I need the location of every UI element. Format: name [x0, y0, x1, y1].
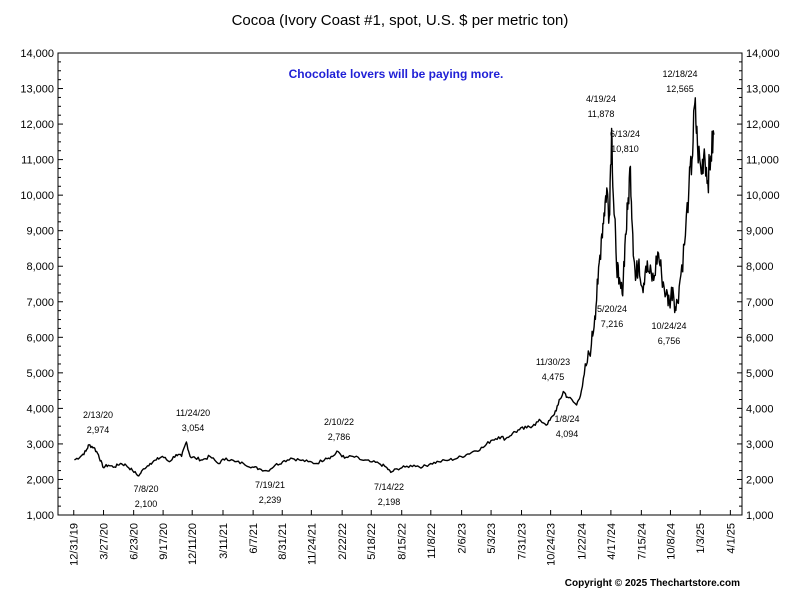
annotation-date: 5/20/24 — [597, 304, 627, 314]
y-tick-label-left: 3,000 — [26, 439, 54, 451]
annotation-value: 7,216 — [601, 319, 624, 329]
annotation-value: 2,786 — [328, 432, 351, 442]
y-tick-label-right: 11,000 — [746, 155, 779, 167]
annotation-value: 2,239 — [259, 495, 282, 505]
x-tick-label: 5/3/23 — [486, 523, 498, 554]
annotation-date: 1/8/24 — [554, 414, 579, 424]
x-tick-label: 8/31/21 — [277, 523, 289, 560]
x-tick-label: 7/15/24 — [636, 523, 648, 560]
annotation-date: 2/13/20 — [83, 410, 113, 420]
annotation-date: 2/10/22 — [324, 417, 354, 427]
price-line — [74, 97, 715, 477]
annotation-date: 7/19/21 — [255, 480, 285, 490]
y-tick-label-right: 12,000 — [746, 119, 780, 131]
x-tick-label: 4/1/25 — [725, 523, 737, 554]
x-tick-label: 6/23/20 — [129, 523, 141, 560]
x-tick-label: 3/27/20 — [99, 523, 111, 560]
annotation-date: 10/24/24 — [651, 321, 686, 331]
chart-title: Cocoa (Ivory Coast #1, spot, U.S. $ per … — [231, 12, 569, 29]
y-tick-label-left: 14,000 — [20, 48, 54, 60]
y-tick-label-right: 9,000 — [746, 226, 774, 238]
annotation-value: 2,974 — [87, 425, 110, 435]
x-tick-label: 3/11/21 — [218, 523, 230, 559]
y-tick-label-right: 4,000 — [746, 403, 774, 415]
y-tick-label-left: 12,000 — [20, 119, 54, 131]
y-tick-label-left: 2,000 — [26, 474, 54, 486]
y-tick-label-right: 10,000 — [746, 190, 780, 202]
chart-subtitle: Chocolate lovers will be paying more. — [288, 67, 504, 81]
x-tick-label: 2/22/22 — [337, 523, 349, 560]
x-tick-label: 12/31/19 — [69, 523, 81, 566]
annotation-value: 11,878 — [588, 109, 615, 119]
x-tick-label: 10/8/24 — [665, 523, 677, 560]
y-tick-label-left: 10,000 — [20, 190, 54, 202]
copyright-text: Copyright © 2025 Thechartstore.com — [564, 578, 740, 589]
x-tick-label: 11/24/21 — [306, 523, 318, 565]
annotation-date: 12/18/24 — [662, 69, 697, 79]
y-tick-label-left: 13,000 — [20, 84, 54, 96]
annotation-date: 11/30/23 — [536, 357, 570, 367]
annotation-date: 11/24/20 — [176, 408, 210, 418]
annotation-value: 4,475 — [542, 372, 565, 382]
y-tick-label-right: 3,000 — [746, 439, 774, 451]
annotation-value: 10,810 — [611, 144, 639, 154]
y-tick-label-left: 4,000 — [26, 403, 54, 415]
x-tick-label: 7/31/23 — [517, 523, 529, 560]
x-tick-label: 8/15/22 — [397, 523, 409, 560]
x-tick-label: 1/3/25 — [695, 523, 707, 554]
y-tick-label-left: 6,000 — [26, 332, 54, 344]
y-tick-label-right: 6,000 — [746, 332, 774, 344]
annotation-value: 4,094 — [556, 429, 579, 439]
y-tick-label-left: 1,000 — [26, 510, 54, 522]
y-tick-label-right: 5,000 — [746, 368, 774, 380]
x-tick-label: 11/8/22 — [426, 523, 438, 559]
annotation-date: 6/13/24 — [610, 129, 640, 139]
y-tick-label-left: 7,000 — [26, 297, 54, 309]
x-tick-label: 9/17/20 — [158, 523, 170, 560]
y-tick-label-left: 9,000 — [26, 226, 54, 238]
annotation-date: 7/14/22 — [374, 482, 404, 492]
x-tick-label: 12/11/20 — [187, 523, 199, 565]
y-tick-label-right: 7,000 — [746, 297, 774, 309]
annotation-value: 3,054 — [182, 423, 205, 433]
x-tick-label: 6/7/21 — [248, 523, 260, 554]
annotation-value: 2,198 — [378, 497, 401, 507]
y-tick-label-left: 11,000 — [21, 155, 54, 167]
annotation-value: 6,756 — [658, 336, 681, 346]
x-tick-label: 5/18/22 — [366, 523, 378, 560]
y-tick-label-left: 8,000 — [26, 261, 54, 273]
plot-frame — [57, 52, 743, 516]
y-tick-label-right: 1,000 — [746, 510, 774, 522]
annotation-date: 4/19/24 — [586, 94, 616, 104]
annotation-value: 2,100 — [135, 499, 158, 509]
y-tick-label-right: 2,000 — [746, 474, 774, 486]
x-tick-label: 2/6/23 — [457, 523, 469, 554]
y-tick-label-left: 5,000 — [26, 368, 54, 380]
annotation-value: 12,565 — [666, 84, 694, 94]
x-tick-label: 1/22/24 — [576, 523, 588, 560]
y-tick-label-right: 14,000 — [746, 48, 780, 60]
y-tick-label-right: 8,000 — [746, 261, 774, 273]
y-tick-label-right: 13,000 — [746, 84, 780, 96]
x-tick-label: 4/17/24 — [606, 523, 618, 560]
annotation-date: 7/8/20 — [133, 484, 158, 494]
x-tick-label: 10/24/23 — [546, 523, 558, 566]
